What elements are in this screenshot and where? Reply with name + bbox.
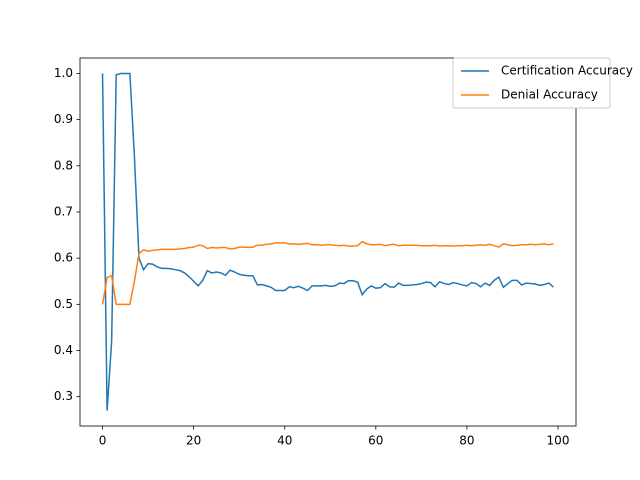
y-tick-label: 0.8	[54, 158, 73, 172]
x-tick-label: 100	[547, 434, 570, 448]
y-tick-label: 1.0	[54, 66, 73, 80]
legend-label: Denial Accuracy	[501, 88, 598, 102]
y-tick-label: 0.6	[54, 251, 73, 265]
y-tick-label: 0.9	[54, 112, 73, 126]
y-tick-label: 0.5	[54, 297, 73, 311]
x-tick-label: 80	[459, 434, 474, 448]
legend-box	[452, 57, 611, 109]
y-tick-label: 0.3	[54, 389, 73, 403]
x-tick-label: 40	[277, 434, 292, 448]
series-line	[101, 240, 554, 306]
series-line	[101, 72, 554, 411]
x-tick-label: 20	[186, 434, 201, 448]
x-tick-label: 60	[368, 434, 383, 448]
y-tick-label: 0.4	[54, 343, 73, 357]
y-tick-label: 0.7	[54, 204, 73, 218]
x-tick-label: 0	[99, 434, 107, 448]
plot-frame	[79, 57, 577, 427]
legend-label: Certification Accuracy	[501, 64, 633, 78]
